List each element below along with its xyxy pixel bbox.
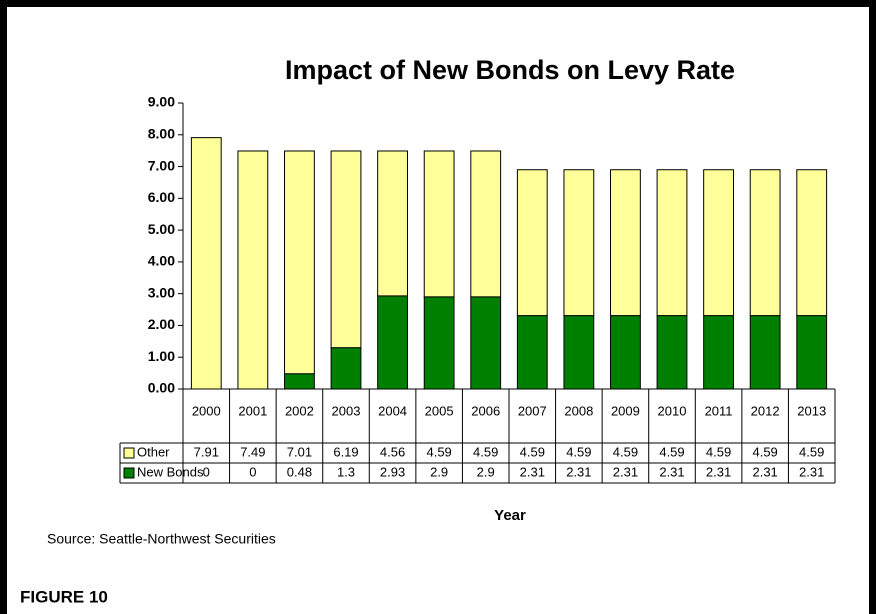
bar-segment xyxy=(703,315,734,390)
x-tick-label: 2010 xyxy=(658,403,687,418)
y-tick-label: 3.00 xyxy=(148,284,175,300)
table-value: 4.59 xyxy=(473,444,498,459)
bar-segment xyxy=(330,347,362,390)
table-value: 4.59 xyxy=(799,444,824,459)
table-value: 4.59 xyxy=(659,444,684,459)
bar-segment xyxy=(470,150,502,298)
x-tick-label: 2009 xyxy=(611,403,640,418)
x-tick-label: 2003 xyxy=(332,403,361,418)
bar-segment xyxy=(563,315,595,390)
frame-top xyxy=(0,0,876,7)
x-tick-label: 2013 xyxy=(797,403,826,418)
table-value: 4.59 xyxy=(613,444,638,459)
y-tick-label: 9.00 xyxy=(148,94,175,110)
x-tick-label: 2002 xyxy=(285,403,314,418)
x-tick-label: 2004 xyxy=(378,403,407,418)
bar-segment xyxy=(749,315,781,390)
legend-label: Other xyxy=(137,444,170,459)
table-value: 2.31 xyxy=(566,464,591,479)
chart-title: Impact of New Bonds on Levy Rate xyxy=(285,55,735,85)
bar-segment xyxy=(610,169,641,317)
bar-segment xyxy=(749,169,781,317)
frame-right xyxy=(869,0,876,614)
table-value: 0 xyxy=(203,464,210,479)
table-value: 2.93 xyxy=(380,464,405,479)
legend-label: New Bonds xyxy=(137,464,204,479)
bar-segment xyxy=(516,169,548,317)
x-axis-label: Year xyxy=(494,507,526,524)
bar-segment xyxy=(377,150,408,297)
y-tick-label: 6.00 xyxy=(148,189,175,205)
source: Source: Seattle-Northwest Securities xyxy=(47,531,276,547)
bar-segment xyxy=(516,315,548,390)
table-value: 2.31 xyxy=(613,464,638,479)
table-value: 2.31 xyxy=(752,464,777,479)
x-tick-label: 2000 xyxy=(192,403,221,418)
bar-segment xyxy=(703,169,734,317)
bar-segment xyxy=(610,315,641,390)
bar-segment xyxy=(796,169,828,317)
figure-label: FIGURE 10 xyxy=(20,587,108,606)
table-value: 0.48 xyxy=(287,464,312,479)
table-value: 2.31 xyxy=(659,464,684,479)
table-value: 2.9 xyxy=(477,464,495,479)
x-tick-label: 2006 xyxy=(471,403,500,418)
table-value: 7.91 xyxy=(194,444,219,459)
legend-key xyxy=(123,447,135,459)
y-tick-label: 7.00 xyxy=(148,157,175,173)
bar-segment xyxy=(423,150,455,298)
table-value: 2.31 xyxy=(520,464,545,479)
bar-segment xyxy=(190,137,222,390)
x-tick-label: 2005 xyxy=(425,403,454,418)
x-tick-label: 2012 xyxy=(751,403,780,418)
table-value: 7.01 xyxy=(287,444,312,459)
table-value: 4.59 xyxy=(752,444,777,459)
x-tick-label: 2008 xyxy=(564,403,593,418)
y-tick-label: 8.00 xyxy=(148,125,175,141)
table-value: 1.3 xyxy=(337,464,355,479)
bar-segment xyxy=(656,169,688,317)
y-tick-label: 4.00 xyxy=(148,253,175,269)
x-tick-label: 2011 xyxy=(705,403,733,418)
y-tick-label: 0.00 xyxy=(148,380,175,396)
table-value: 7.49 xyxy=(240,444,265,459)
table-value: 4.59 xyxy=(706,444,731,459)
frame-left xyxy=(0,0,7,614)
bar-segment xyxy=(237,150,269,390)
bar-segment xyxy=(284,150,315,375)
bar-segment xyxy=(330,150,362,349)
table-value: 4.59 xyxy=(566,444,591,459)
table-value: 6.19 xyxy=(333,444,358,459)
table-value: 4.59 xyxy=(520,444,545,459)
table-value: 4.59 xyxy=(426,444,451,459)
bar-segment xyxy=(377,295,408,390)
x-tick-label: 2007 xyxy=(518,403,547,418)
table-value: 2.31 xyxy=(799,464,824,479)
bar-segment xyxy=(423,296,455,390)
bar-segment xyxy=(656,315,688,390)
bar-segment xyxy=(470,296,502,390)
table-value: 2.9 xyxy=(430,464,448,479)
x-tick-label: 2001 xyxy=(238,403,267,418)
table-value: 0 xyxy=(249,464,256,479)
y-tick-label: 2.00 xyxy=(148,316,175,332)
table-value: 2.31 xyxy=(706,464,731,479)
bar-segment xyxy=(563,169,595,317)
y-tick-label: 1.00 xyxy=(148,348,175,364)
table-value: 4.56 xyxy=(380,444,405,459)
legend-key xyxy=(123,467,135,479)
y-tick-label: 5.00 xyxy=(148,221,175,237)
bar-segment xyxy=(284,373,315,390)
bar-segment xyxy=(796,315,828,390)
